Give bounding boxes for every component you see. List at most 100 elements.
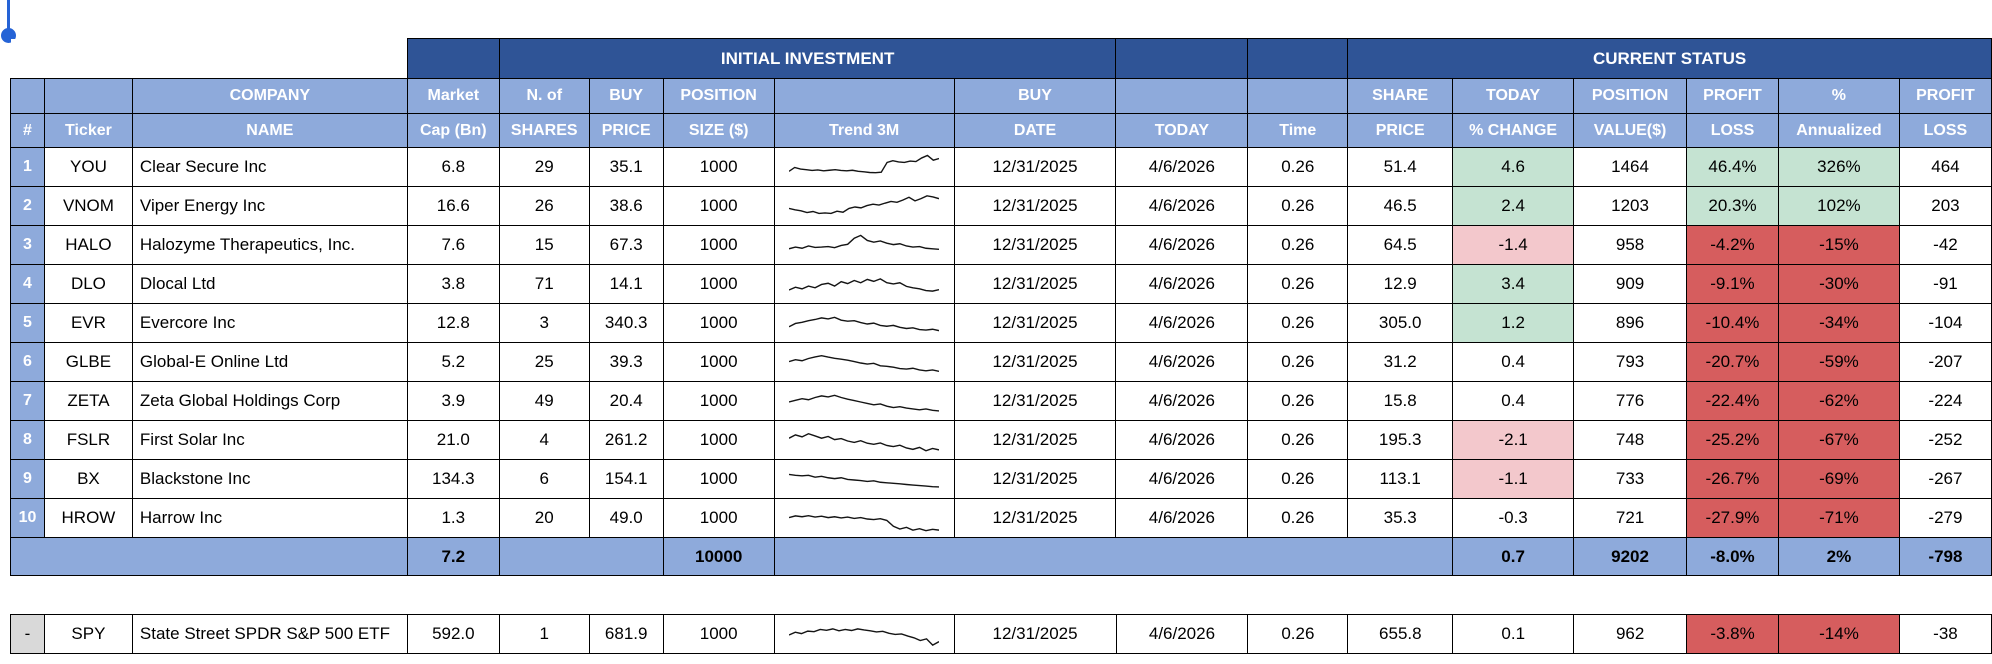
col-header-ticker[interactable]: Ticker (43, 113, 133, 148)
cell-today-date[interactable]: 4/6/2026 (1115, 147, 1249, 187)
cell-buy-price[interactable]: 154.1 (588, 459, 664, 499)
cell-buy-date[interactable]: 12/31/2025 (953, 614, 1117, 654)
cell-buy-date[interactable]: 12/31/2025 (953, 303, 1117, 343)
cell-company-name[interactable]: First Solar Inc (131, 420, 408, 460)
totals-profit-loss-pct[interactable]: -8.0% (1686, 537, 1779, 576)
cell-ticker[interactable]: HROW (43, 498, 133, 538)
cell-pct-annualized[interactable]: -30% (1777, 264, 1900, 304)
cell-trend-3m[interactable] (773, 614, 955, 654)
cell-company-name[interactable]: Blackstone Inc (131, 459, 408, 499)
cell-ticker[interactable]: HALO (43, 225, 133, 265)
cell-pct-change-today[interactable]: 2.4 (1452, 186, 1575, 226)
group-header-blank-market[interactable] (406, 38, 500, 79)
cell-shares[interactable]: 71 (498, 264, 590, 304)
cell-pct-annualized[interactable]: -34% (1777, 303, 1900, 343)
cell-market-cap[interactable]: 5.2 (406, 342, 500, 382)
cell-time[interactable]: 0.26 (1247, 614, 1349, 654)
cell-pct-annualized[interactable]: -14% (1778, 614, 1900, 654)
cell-shares[interactable]: 4 (498, 420, 590, 460)
cell-pct-annualized[interactable]: -59% (1777, 342, 1900, 382)
col-header-profit-top[interactable]: PROFIT (1686, 78, 1779, 114)
row-number[interactable]: 3 (10, 225, 45, 265)
cell-market-cap[interactable]: 3.8 (406, 264, 500, 304)
row-number[interactable]: 2 (10, 186, 45, 226)
col-header-pct-top[interactable]: % (1777, 78, 1900, 114)
row-number[interactable]: 6 (10, 342, 45, 382)
row-number[interactable]: 4 (10, 264, 45, 304)
cell-profit-loss-pct[interactable]: -22.4% (1686, 381, 1779, 421)
cell-market-cap[interactable]: 592.0 (406, 614, 500, 654)
group-header-blank-today[interactable] (1115, 38, 1249, 79)
cell-pct-change-today[interactable]: 0.1 (1452, 614, 1575, 654)
cell-position-size[interactable]: 1000 (662, 342, 775, 382)
cell-position-value[interactable]: 733 (1573, 459, 1688, 499)
cell-today-date[interactable]: 4/6/2026 (1115, 225, 1249, 265)
cell-pct-change-today[interactable]: -1.1 (1452, 459, 1575, 499)
cell-position-size[interactable]: 1000 (662, 147, 775, 187)
cell-time[interactable]: 0.26 (1247, 303, 1349, 343)
cell-today-date[interactable]: 4/6/2026 (1115, 342, 1249, 382)
cell-ticker[interactable]: DLO (43, 264, 133, 304)
cell-today-date[interactable]: 4/6/2026 (1115, 498, 1249, 538)
col-header-time[interactable]: Time (1247, 113, 1349, 148)
cell-time[interactable]: 0.26 (1247, 420, 1349, 460)
cell-trend-3m[interactable] (773, 498, 955, 538)
cell-profit-loss[interactable]: -224 (1898, 381, 1992, 421)
totals-position-value[interactable]: 9202 (1573, 537, 1688, 576)
col-header-annualized[interactable]: Annualized (1777, 113, 1900, 148)
cell-buy-price[interactable]: 67.3 (588, 225, 664, 265)
cell-ticker[interactable]: VNOM (43, 186, 133, 226)
cell-position-value[interactable]: 1203 (1573, 186, 1688, 226)
cell-trend-3m[interactable] (773, 147, 955, 187)
cell-share-price[interactable]: 31.2 (1347, 342, 1454, 382)
col-header-hash[interactable]: # (10, 113, 45, 148)
cell-buy-date[interactable]: 12/31/2025 (953, 264, 1117, 304)
cell-time[interactable]: 0.26 (1247, 381, 1349, 421)
cell-position-size[interactable]: 1000 (662, 420, 775, 460)
cell-company-name[interactable]: State Street SPDR S&P 500 ETF (131, 614, 408, 654)
row-number[interactable]: 7 (10, 381, 45, 421)
cell-buy-price[interactable]: 49.0 (588, 498, 664, 538)
cell-market-cap[interactable]: 3.9 (406, 381, 500, 421)
col-header-n-of[interactable]: N. of (498, 78, 590, 114)
cell-buy-date[interactable]: 12/31/2025 (953, 459, 1117, 499)
cell-share-price[interactable]: 113.1 (1347, 459, 1454, 499)
cell-pct-change-today[interactable]: 4.6 (1452, 147, 1575, 187)
col-header-value[interactable]: VALUE($) (1573, 113, 1688, 148)
group-header-current-status[interactable]: CURRENT STATUS (1347, 38, 1992, 79)
cell-position-size[interactable]: 1000 (662, 381, 775, 421)
cell-market-cap[interactable]: 16.6 (406, 186, 500, 226)
col-header-date[interactable]: DATE (953, 113, 1117, 148)
cell-position-value[interactable]: 721 (1573, 498, 1688, 538)
cell-trend-3m[interactable] (773, 264, 955, 304)
col-header-profit-loss2[interactable]: LOSS (1898, 113, 1992, 148)
cell-share-price[interactable]: 305.0 (1347, 303, 1454, 343)
cell-profit-loss-pct[interactable]: 20.3% (1686, 186, 1779, 226)
group-header-initial-investment[interactable]: INITIAL INVESTMENT (498, 38, 1117, 79)
cell-time[interactable]: 0.26 (1247, 147, 1349, 187)
cell-profit-loss-pct[interactable]: -3.8% (1686, 614, 1780, 654)
cell-profit-loss-pct[interactable]: -10.4% (1686, 303, 1779, 343)
col-header-hash-top[interactable] (10, 78, 45, 114)
col-header-position[interactable]: POSITION (662, 78, 775, 114)
cell-position-value[interactable]: 896 (1573, 303, 1688, 343)
col-header-position-value-top[interactable]: POSITION (1573, 78, 1688, 114)
cell-pct-change-today[interactable]: -1.4 (1452, 225, 1575, 265)
cell-share-price[interactable]: 655.8 (1347, 614, 1454, 654)
cell-profit-loss[interactable]: -267 (1898, 459, 1992, 499)
cell-position-size[interactable]: 1000 (662, 614, 775, 654)
cell-company-name[interactable]: Halozyme Therapeutics, Inc. (131, 225, 408, 265)
cell-share-price[interactable]: 15.8 (1347, 381, 1454, 421)
cell-ticker[interactable]: FSLR (43, 420, 133, 460)
cell-company-name[interactable]: Global-E Online Ltd (131, 342, 408, 382)
cell-buy-date[interactable]: 12/31/2025 (953, 420, 1117, 460)
cell-company-name[interactable]: Clear Secure Inc (131, 147, 408, 187)
cell-today-date[interactable]: 4/6/2026 (1115, 381, 1249, 421)
cell-position-size[interactable]: 1000 (662, 264, 775, 304)
cell-position-size[interactable]: 1000 (662, 186, 775, 226)
cell-shares[interactable]: 29 (498, 147, 590, 187)
cell-profit-loss-pct[interactable]: -20.7% (1686, 342, 1779, 382)
cell-ticker[interactable]: GLBE (43, 342, 133, 382)
col-header-share[interactable]: SHARE (1347, 78, 1454, 114)
col-header-shares[interactable]: SHARES (498, 113, 590, 148)
